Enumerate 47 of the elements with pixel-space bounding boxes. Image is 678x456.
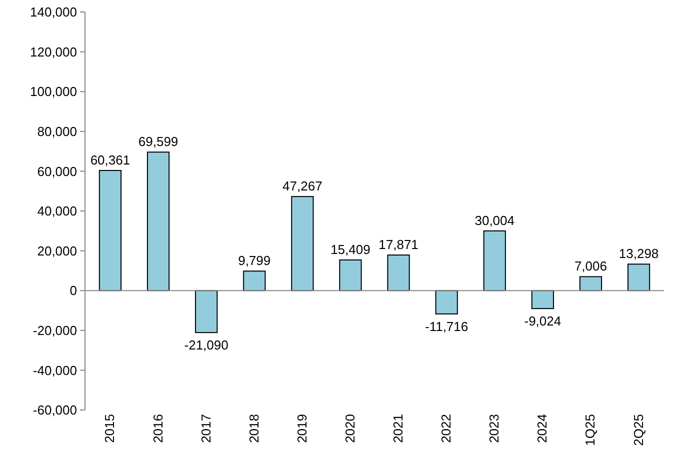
data-label: -11,716 <box>425 318 468 334</box>
x-tick-label: 2020 <box>342 414 358 443</box>
data-label: -9,024 <box>524 314 562 329</box>
data-label: 13,298 <box>618 246 659 262</box>
bar <box>435 290 458 314</box>
data-label: 47,267 <box>282 178 322 194</box>
x-tick-label: 2021 <box>390 414 406 443</box>
bar <box>531 290 554 310</box>
bar <box>243 270 266 292</box>
bar <box>579 276 602 292</box>
y-tick-label: 80,000 <box>37 124 77 139</box>
x-tick-label: 2017 <box>198 414 214 443</box>
x-tick-label: 1Q25 <box>582 414 598 446</box>
data-label: 69,599 <box>138 134 178 150</box>
data-label: -21,090 <box>184 338 228 353</box>
bar <box>387 254 410 292</box>
x-tick-label: 2019 <box>294 414 310 443</box>
data-label: 15,409 <box>330 242 370 257</box>
y-tick-label: 0 <box>70 283 77 298</box>
data-label: 9,799 <box>238 253 271 268</box>
bar <box>339 259 362 292</box>
y-tick-label: 20,000 <box>37 243 77 258</box>
bar <box>146 152 170 292</box>
y-tick-label: 140,000 <box>30 4 77 20</box>
bar <box>627 264 650 292</box>
bar <box>98 170 122 292</box>
data-label: 17,871 <box>378 237 418 252</box>
bar <box>291 196 314 292</box>
y-tick-label: -60,000 <box>32 402 77 418</box>
x-tick-label: 2018 <box>246 414 262 443</box>
y-tick-label: 120,000 <box>30 44 77 60</box>
x-tick-label: 2024 <box>534 414 550 443</box>
data-label: 30,004 <box>474 212 515 228</box>
y-tick-label: 60,000 <box>37 164 77 179</box>
x-tick-label: 2016 <box>150 414 166 443</box>
y-tick-label: 40,000 <box>37 204 77 219</box>
x-tick-label: 2022 <box>438 414 454 443</box>
bar <box>195 290 218 334</box>
y-tick-label: 100,000 <box>30 84 77 100</box>
x-tick-label: 2Q25 <box>630 414 646 446</box>
x-tick-label: 2015 <box>102 414 118 443</box>
data-label: 7,006 <box>574 258 607 274</box>
x-tick-label: 2023 <box>486 414 502 443</box>
bar <box>483 230 506 292</box>
y-tick-label: -20,000 <box>32 322 77 338</box>
data-label: 60,361 <box>90 152 130 168</box>
y-tick-label: -40,000 <box>32 362 77 378</box>
